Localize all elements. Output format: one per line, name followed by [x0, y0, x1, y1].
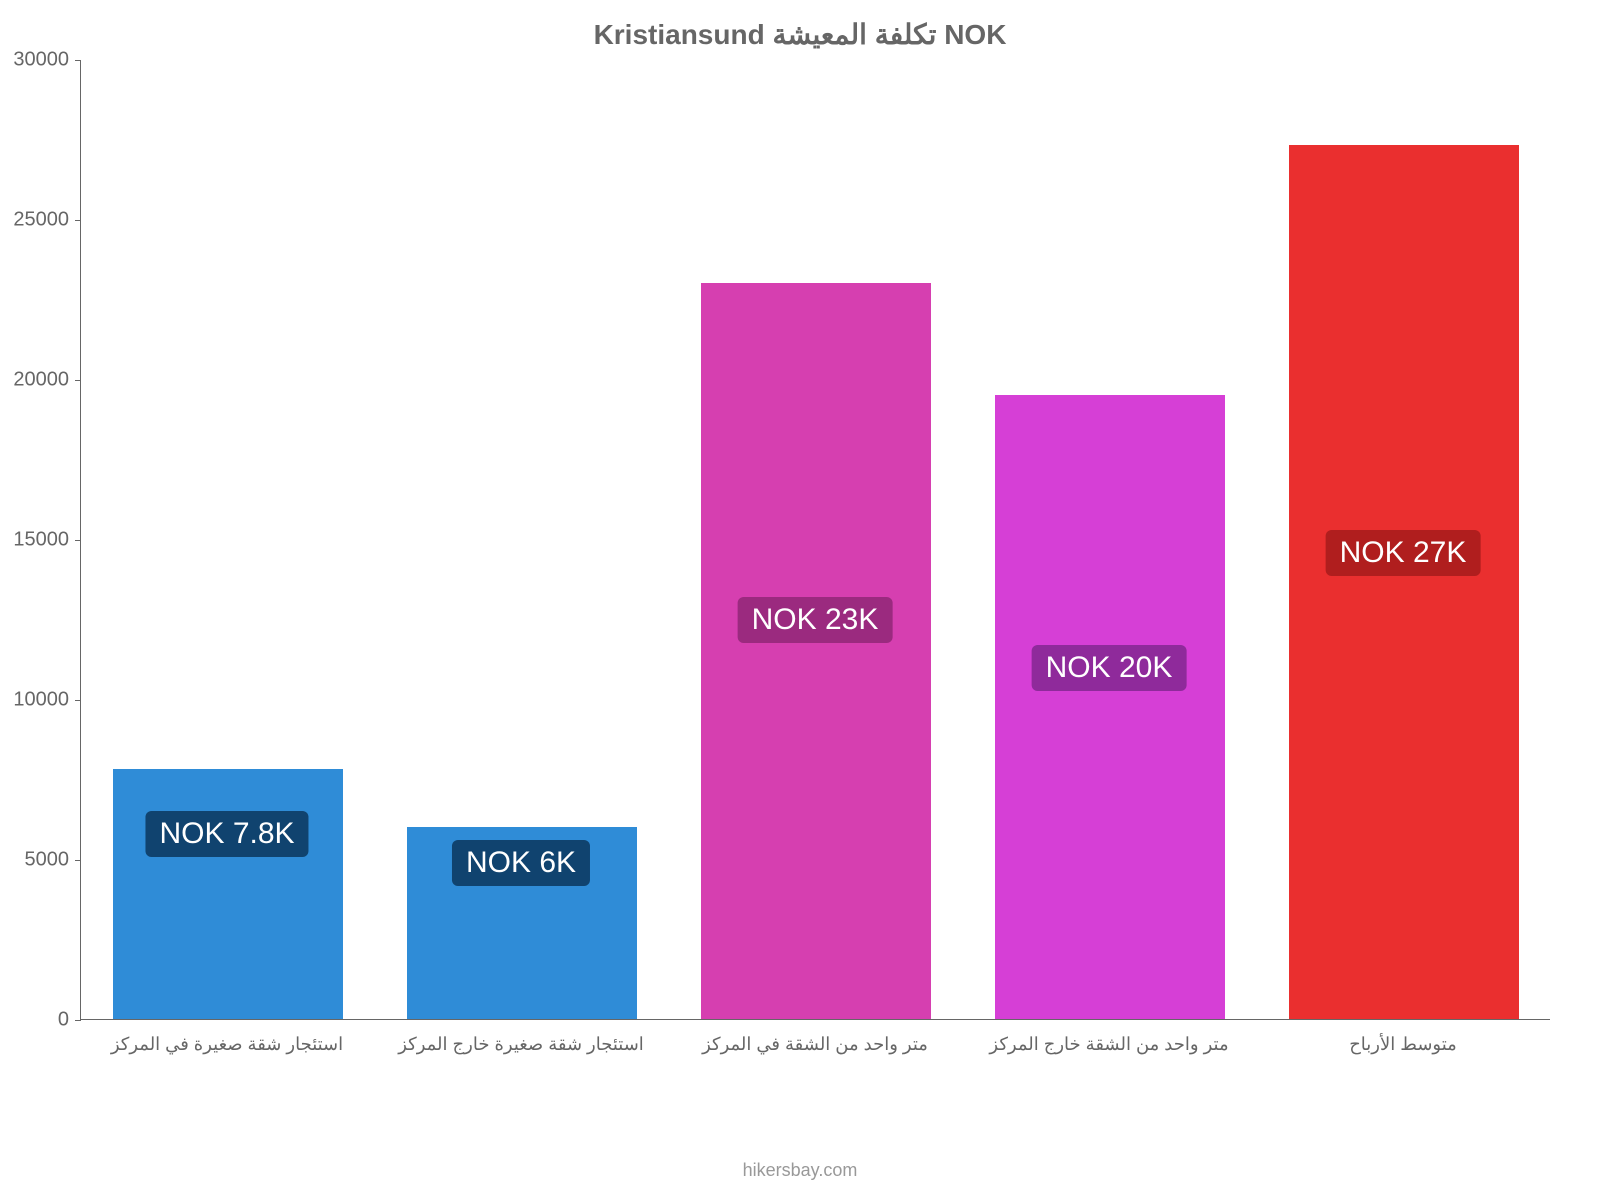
y-tick-mark	[75, 380, 81, 381]
x-axis-label: متر واحد من الشقة في المركز	[702, 1034, 928, 1055]
chart-stage: Kristiansund تكلفة المعيشة NOK 0 5000 1000…	[0, 0, 1600, 1200]
bar	[995, 395, 1224, 1019]
y-tick-mark	[75, 860, 81, 861]
y-tick-label: 5000	[25, 849, 70, 872]
y-tick-label: 0	[58, 1009, 69, 1032]
y-tick-mark	[75, 1020, 81, 1021]
x-axis-label: متوسط الأرباح	[1349, 1034, 1457, 1055]
x-axis-label: متر واحد من الشقة خارج المركز	[989, 1034, 1228, 1055]
y-tick-mark	[75, 700, 81, 701]
y-tick-label: 20000	[13, 369, 69, 392]
y-tick-label: 15000	[13, 529, 69, 552]
y-tick-label: 30000	[13, 49, 69, 72]
bar	[701, 283, 930, 1019]
y-tick-mark	[75, 60, 81, 61]
x-axis-label: استئجار شقة صغيرة خارج المركز	[398, 1034, 644, 1055]
bar	[1289, 145, 1518, 1019]
value-badge: NOK 7.8K	[145, 811, 308, 857]
x-axis-label: استئجار شقة صغيرة في المركز	[111, 1034, 343, 1055]
footer-attribution: hikersbay.com	[0, 1160, 1600, 1181]
y-tick-mark	[75, 540, 81, 541]
value-badge: NOK 20K	[1032, 645, 1187, 691]
value-badge: NOK 23K	[738, 597, 893, 643]
value-badge: NOK 6K	[452, 840, 590, 886]
y-tick-label: 25000	[13, 209, 69, 232]
chart-title: Kristiansund تكلفة المعيشة NOK	[0, 18, 1600, 51]
value-badge: NOK 27K	[1326, 530, 1481, 576]
bar	[113, 769, 342, 1019]
y-tick-mark	[75, 220, 81, 221]
y-tick-label: 10000	[13, 689, 69, 712]
